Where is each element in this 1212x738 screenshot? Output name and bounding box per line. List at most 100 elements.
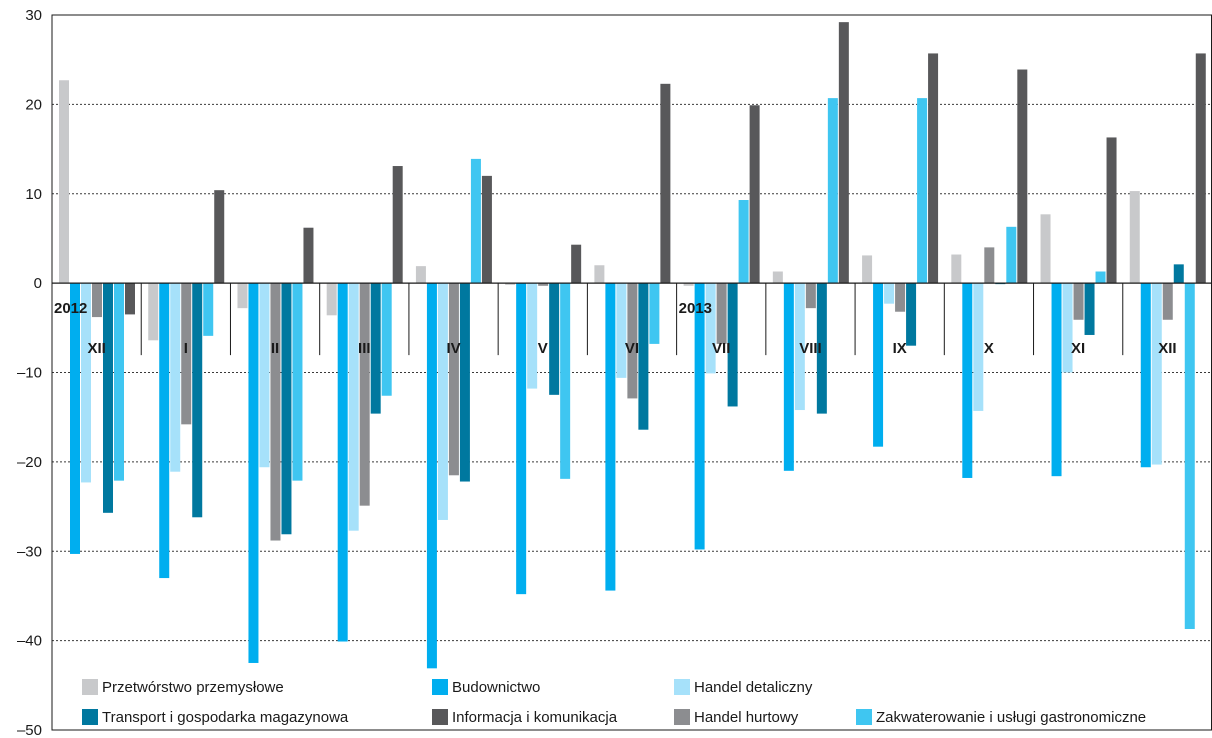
legend-swatch — [82, 679, 98, 695]
legend-label: Informacja i komunikacja — [452, 709, 618, 726]
bar — [527, 283, 538, 389]
bar — [1006, 226, 1017, 284]
bar — [59, 80, 69, 284]
bar — [605, 283, 616, 591]
bar — [92, 283, 102, 318]
category-label: IV — [446, 340, 460, 357]
bar — [951, 254, 962, 284]
bar — [873, 283, 884, 447]
bar — [259, 283, 270, 468]
bar — [862, 255, 873, 284]
axes: 30 20 10 0 –10 –20 –30 –40 –50 — [17, 7, 1212, 738]
bar — [1051, 283, 1062, 477]
bar — [248, 283, 259, 663]
bar — [1184, 283, 1195, 630]
bar — [772, 271, 783, 284]
legend-swatch — [432, 679, 448, 695]
bar — [237, 283, 248, 309]
bar — [683, 283, 694, 286]
bar — [426, 283, 437, 669]
bar — [1062, 283, 1073, 373]
bar — [805, 283, 816, 309]
bar — [838, 22, 849, 284]
bar — [114, 283, 124, 481]
bar — [381, 283, 392, 396]
bar — [516, 283, 527, 595]
bar — [1140, 283, 1151, 468]
bar — [1129, 191, 1140, 284]
bar — [303, 227, 314, 284]
bar — [962, 283, 973, 478]
bar — [538, 283, 549, 286]
legend-swatch — [432, 709, 448, 725]
bar — [270, 283, 281, 541]
bar — [705, 283, 716, 374]
bar — [917, 98, 928, 284]
bar — [437, 283, 448, 520]
legend: Przetwórstwo przemysłowe Budownictwo Hande… — [82, 679, 1146, 726]
bar — [370, 283, 381, 414]
bar — [192, 283, 203, 518]
bar — [415, 266, 426, 284]
y-tick-label: 30 — [25, 7, 42, 24]
y-tick-label: –50 — [17, 722, 42, 738]
bar — [470, 158, 481, 284]
category-label: XI — [1071, 340, 1085, 357]
bar — [281, 283, 292, 535]
bar — [203, 283, 214, 336]
bar — [906, 283, 917, 346]
bar — [816, 283, 827, 414]
category-label: V — [538, 340, 548, 357]
bar — [1040, 214, 1051, 284]
y-tick-label: –40 — [17, 633, 42, 650]
y-tick-label: –20 — [17, 454, 42, 471]
bar — [984, 247, 995, 284]
category-label: III — [358, 340, 371, 357]
bar — [1017, 69, 1028, 284]
bar — [794, 283, 805, 411]
legend-swatch — [674, 679, 690, 695]
y-tick-label: –30 — [17, 543, 42, 560]
legend-label: Zakwaterowanie i usługi gastronomiczne — [876, 709, 1146, 726]
bar — [560, 283, 571, 479]
bar — [125, 283, 135, 315]
legend-label: Handel hurtowy — [694, 709, 799, 726]
bars — [59, 22, 1206, 669]
bar — [1084, 283, 1095, 335]
bar — [148, 283, 159, 341]
bar — [973, 283, 984, 411]
bar — [571, 244, 582, 284]
bar — [638, 283, 649, 430]
category-label: VII — [712, 340, 730, 357]
bar — [594, 265, 605, 284]
bar — [1106, 137, 1117, 284]
y-tick-label: –10 — [17, 365, 42, 382]
bar — [70, 283, 80, 554]
bar — [716, 283, 727, 344]
bar — [694, 283, 705, 550]
bar — [1173, 264, 1184, 284]
y-tick-label: 20 — [25, 96, 42, 113]
bar — [660, 83, 671, 284]
bar — [159, 283, 170, 579]
bar — [627, 283, 638, 399]
bar — [181, 283, 192, 425]
bar — [749, 105, 760, 284]
bar — [1073, 283, 1084, 320]
bar — [459, 283, 470, 482]
bar — [170, 283, 181, 472]
bar — [359, 283, 370, 506]
bar — [326, 283, 337, 316]
legend-swatch — [674, 709, 690, 725]
bar — [348, 283, 359, 531]
bar — [616, 283, 627, 378]
bar — [337, 283, 348, 642]
bar — [481, 175, 492, 284]
bar — [727, 283, 738, 407]
bar — [81, 283, 91, 483]
bar — [1195, 53, 1206, 284]
bar — [827, 98, 838, 284]
year-label: 2012 — [54, 300, 87, 317]
bar — [1095, 271, 1106, 284]
